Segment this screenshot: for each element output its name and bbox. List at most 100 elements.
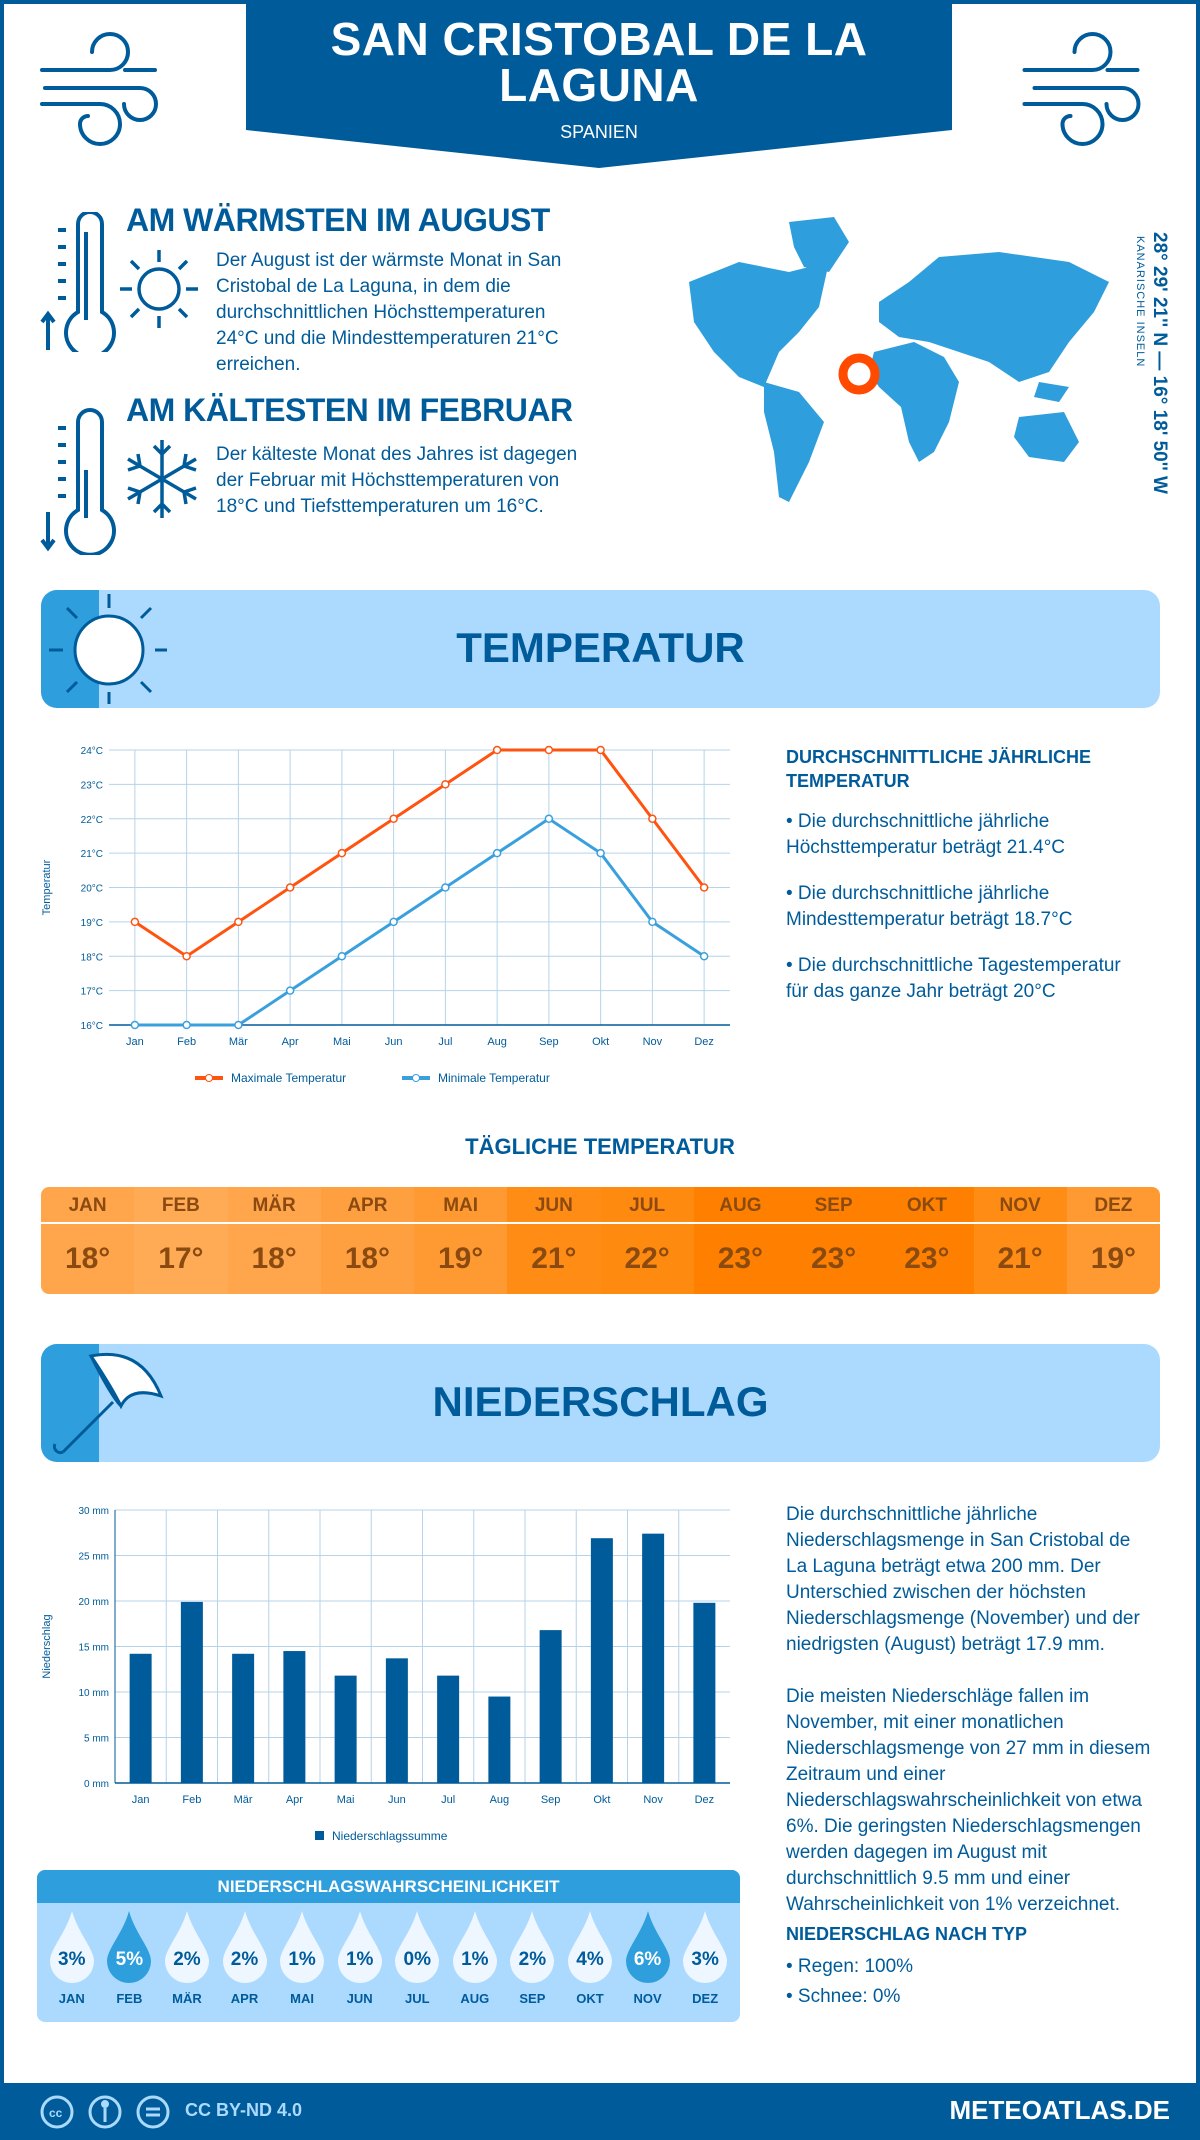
month-label: JUL	[404, 1991, 430, 2006]
probability-mär: 2% MÄR	[161, 1911, 213, 2006]
precipitation-text-2: Die meisten Niederschläge fallen im Nove…	[786, 1686, 1151, 1915]
temp-value: 18°	[251, 1242, 297, 1275]
x-tick-label: Dez	[695, 1794, 715, 1806]
site-link[interactable]: METEOATLAS.DE	[949, 2095, 1170, 2125]
x-tick-label: Nov	[643, 1036, 663, 1048]
data-point	[130, 917, 140, 927]
bar	[488, 1696, 511, 1783]
probability-jun: 1% JUN	[334, 1911, 386, 2006]
warmest-title: AM WÄRMSTEN IM AUGUST	[126, 202, 550, 238]
cc-license-icons: cc	[40, 2095, 170, 2129]
summary-bullet: • Die durchschnittliche jährliche Höchst…	[786, 811, 1066, 858]
raindrop-icon	[452, 1911, 497, 1983]
probability-okt: 4% OKT	[564, 1911, 616, 2006]
country-label: SPANIEN	[560, 122, 638, 142]
temperature-summary: DURCHSCHNITTLICHE JÄHRLICHE TEMPERATUR •…	[786, 745, 1136, 1025]
y-tick-label: 30 mm	[78, 1506, 109, 1517]
daily-temp-mai: MAI 19°	[414, 1187, 508, 1294]
month-label: AUG	[693, 1187, 787, 1224]
raindrop-icon	[683, 1911, 728, 1983]
y-tick-label: 22°C	[81, 815, 103, 826]
data-point	[699, 952, 709, 961]
temp-value: 19°	[1090, 1242, 1137, 1275]
daily-temperature-title: TÄGLICHE TEMPERATUR	[465, 1134, 735, 1159]
thermometer-down-icon	[40, 408, 116, 555]
raindrop-icon	[625, 1911, 670, 1983]
data-point	[441, 883, 450, 892]
month-label: AUG	[460, 1991, 490, 2006]
bar	[693, 1602, 716, 1783]
legend-marker	[412, 1074, 420, 1082]
legend-label: Maximale Temperatur	[231, 1071, 346, 1085]
x-tick-label: Okt	[593, 1794, 610, 1806]
month-label: SEP	[787, 1187, 881, 1224]
precipitation-text-1: Die durchschnittliche jährliche Niedersc…	[786, 1504, 1140, 1655]
raindrop-icon	[107, 1911, 152, 1983]
y-tick-label: 18°C	[81, 952, 103, 963]
probability-aug: 1% AUG	[449, 1911, 501, 2006]
data-point	[130, 1020, 140, 1030]
coldest-text: Der kälteste Monat des Jahres ist dagege…	[216, 444, 578, 517]
month-label: MAI	[290, 1991, 315, 2006]
daily-temp-dez: DEZ 19°	[1066, 1187, 1160, 1294]
x-tick-label: Aug	[490, 1794, 510, 1806]
month-label: JUN	[507, 1187, 601, 1224]
world-map	[689, 217, 1109, 502]
probability-value: 3%	[691, 1949, 719, 1970]
thermometer-up-icon	[40, 212, 116, 352]
daily-temp-mär: MÄR 18°	[227, 1187, 321, 1294]
month-label: APR	[320, 1187, 414, 1224]
data-point	[648, 917, 657, 927]
data-point	[596, 848, 605, 858]
summary-bullet: • Die durchschnittliche Tagestemperatur …	[786, 955, 1121, 1002]
probability-jan: 3% JAN	[46, 1911, 98, 2006]
y-tick-label: 19°C	[81, 918, 103, 929]
temperature-chart: 16°C 17°C 18°C 19°C 20°C 21°C 22°C 23°C 24°C Jan F…	[41, 745, 730, 1085]
data-point	[544, 745, 554, 755]
data-point	[699, 883, 709, 892]
data-point	[182, 1020, 191, 1030]
month-label: MÄR	[172, 1991, 202, 2006]
x-tick-label: Sep	[539, 1036, 559, 1048]
data-point	[234, 1020, 243, 1030]
temp-value: 18°	[344, 1242, 391, 1275]
data-point	[389, 814, 398, 823]
raindrop-icon	[49, 1911, 94, 1983]
daily-temp-feb: FEB 17°	[134, 1187, 228, 1294]
x-tick-label: Jun	[388, 1794, 406, 1806]
y-axis-label: Temperatur	[41, 859, 53, 915]
probability-value: 2%	[230, 1949, 259, 1970]
bar	[232, 1653, 255, 1783]
month-label: FEB	[116, 1991, 143, 2006]
probability-value: 3%	[58, 1949, 86, 1970]
precipitation-title: NIEDERSCHLAG	[432, 1378, 769, 1425]
legend-label: Minimale Temperatur	[438, 1071, 550, 1085]
daily-temp-sep: SEP 23°	[787, 1187, 881, 1294]
precipitation-section-header: NIEDERSCHLAG	[41, 1344, 1160, 1462]
raindrop-icon	[567, 1911, 612, 1983]
x-tick-label: Aug	[487, 1036, 507, 1048]
temp-value: 17°	[158, 1242, 204, 1275]
data-point	[648, 814, 657, 823]
precipitation-summary: Die durchschnittliche jährliche Niedersc…	[786, 1502, 1156, 2030]
svg-text:cc: cc	[49, 2106, 63, 2120]
month-label: APR	[230, 1991, 259, 2006]
precipitation-type-rain: • Regen: 100%	[786, 1956, 914, 1977]
warmest-text: Der August ist der wärmste Monat in San …	[216, 250, 562, 375]
data-point	[285, 883, 295, 892]
x-tick-label: Mai	[337, 1794, 355, 1806]
month-label: JAN	[41, 1187, 135, 1224]
y-axis-label: Niederschlag	[41, 1614, 53, 1678]
wind-icon	[1022, 32, 1141, 146]
y-tick-label: 16°C	[81, 1021, 103, 1032]
x-tick-label: Mär	[229, 1036, 248, 1048]
month-label: DEZ	[692, 1991, 719, 2006]
probability-nov: 6% NOV	[622, 1911, 674, 2006]
bar	[590, 1538, 613, 1783]
month-label: MÄR	[227, 1187, 321, 1224]
raindrop-icon	[222, 1911, 267, 1983]
x-tick-label: Jul	[441, 1794, 455, 1806]
probability-feb: 5% FEB	[103, 1911, 155, 2006]
x-tick-label: Apr	[286, 1794, 303, 1806]
probability-value: 2%	[173, 1949, 201, 1970]
